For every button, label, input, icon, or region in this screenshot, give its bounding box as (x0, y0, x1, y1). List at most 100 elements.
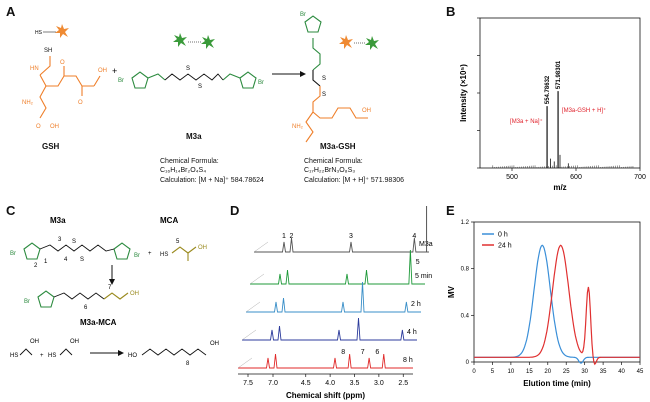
svg-text:SH: SH (44, 48, 52, 54)
m3a-calc: Calculation: [M + Na]⁺ 584.78624 (160, 177, 264, 184)
e-ylabel: MV (447, 285, 456, 298)
d-xlabel: Chemical shift (ppm) (286, 391, 365, 400)
e-y-tick-label: 1.2 (461, 220, 470, 226)
e-x-tick-label: 30 (581, 369, 588, 375)
m3a-name: M3a (186, 132, 202, 141)
d-peak-number-top: 4 (412, 233, 416, 240)
svg-text:2: 2 (34, 263, 38, 269)
green-star-icon-2 (201, 35, 215, 49)
e-y-tick-label: 0.4 (461, 313, 470, 319)
d-trace-label-2: 2 h (411, 301, 421, 308)
svg-text:+: + (40, 353, 44, 359)
svg-text:S: S (186, 66, 190, 72)
svg-text:Br: Br (118, 78, 124, 84)
svg-text:S: S (322, 76, 326, 82)
svg-text:OH: OH (210, 341, 219, 347)
b-peak-label-2: 571.98301 (556, 60, 562, 89)
e-x-tick-label: 25 (563, 369, 570, 375)
e-x-tick-label: 10 (508, 369, 515, 375)
svg-text:Br: Br (134, 253, 140, 259)
svg-text:8: 8 (186, 361, 190, 367)
b-peak-label-1: 554.78632 (545, 75, 551, 104)
e-legend-label-0: 0 h (498, 232, 508, 239)
panel-c-schematic: M3a MCA Br Br S S 2 1 3 4 + HS 5 OH (10, 216, 219, 367)
panel-d-chart: M3a 5 min 2 h 4 h 8 h 1 2 3 4 5 8 7 6 7.5 7.0 4.5 4.0 3.5… (237, 206, 433, 400)
b-annotation-1: [M3a + Na]⁺ (510, 118, 543, 125)
m3a-formula: C₁₆H₁₄Br₂O₄S₄ (160, 167, 207, 174)
m3a-gsh-name: M3a-GSH (320, 142, 356, 151)
b-ylabel: Intensity (×10⁵) (459, 64, 468, 122)
svg-text:O: O (36, 124, 41, 130)
panel-e-letter: E (446, 203, 455, 218)
b-annotation-2: [M3a-GSH + H]⁺ (562, 107, 606, 114)
e-x-tick-label: 45 (637, 369, 644, 375)
e-x-tick-label: 0 (472, 369, 476, 375)
svg-text:OH: OH (130, 291, 139, 297)
b-xlabel: m/z (553, 183, 566, 192)
d-perspective-line (241, 329, 257, 341)
d-trace-2 (246, 281, 421, 313)
panel-c-letter: C (6, 203, 16, 218)
e-y-tick-label: 0.8 (461, 267, 470, 273)
green-star-icon-1 (173, 33, 187, 47)
svg-text:+: + (112, 66, 117, 76)
gsh-structure (39, 56, 101, 119)
svg-text:S: S (72, 239, 76, 245)
svg-text:O: O (60, 60, 65, 66)
svg-text:Br: Br (24, 299, 30, 305)
svg-text:HN: HN (30, 66, 39, 72)
svg-text:OH: OH (98, 68, 107, 74)
d-trace-label-0: M3a (419, 241, 433, 248)
d-x-tick-label: 4.0 (325, 380, 335, 387)
c-mca-name: MCA (160, 216, 178, 225)
svg-text:S: S (80, 257, 84, 263)
d-perspective-line (237, 357, 253, 369)
b-x-tick-label: 700 (634, 174, 646, 181)
e-series-line-1 (474, 244, 640, 366)
e-x-tick-label: 40 (618, 369, 625, 375)
b-plot-frame (479, 17, 641, 169)
d-x-tick-label: 3.0 (374, 380, 384, 387)
d-x-tick-label: 7.0 (268, 380, 278, 387)
d-trace-label-1: 5 min (415, 273, 432, 280)
svg-text:+: + (148, 251, 152, 257)
d-trace-label-4: 8 h (403, 357, 413, 364)
svg-text:O: O (78, 100, 83, 106)
b-x-tick-label: 500 (506, 174, 518, 181)
panel-b-chart: 500 600 700 m/z Intensity (×10⁵) 554.78632 571… (459, 17, 646, 192)
d-trace-4 (238, 353, 413, 369)
m3a-gsh-formula-title: Chemical Formula: (304, 158, 363, 165)
hs-label: HS (35, 30, 43, 36)
e-x-tick-label: 20 (544, 369, 551, 375)
m3a-structure (131, 71, 257, 89)
e-plot-frame (473, 221, 641, 363)
c-m3a-mca-name: M3a-MCA (80, 318, 117, 327)
svg-text:6: 6 (84, 305, 88, 311)
d-perspective-line (253, 241, 269, 253)
svg-text:5: 5 (176, 239, 180, 245)
svg-text:NH₂: NH₂ (22, 100, 34, 106)
d-peak-number-bottom: 8 (341, 349, 345, 356)
d-trace-0 (254, 237, 429, 253)
gsh-name: GSH (42, 142, 60, 151)
m3a-formula-title: Chemical Formula: (160, 158, 219, 165)
d-x-tick-label: 2.5 (398, 380, 408, 387)
svg-text:OH: OH (30, 339, 39, 345)
d-x-tick-label: 7.5 (243, 380, 253, 387)
d-peak-number-bottom: 7 (361, 349, 365, 356)
d-x-tick-label: 3.5 (350, 380, 360, 387)
svg-text:4: 4 (64, 257, 68, 263)
svg-text:OH: OH (362, 108, 371, 114)
m3a-gsh-structure (304, 15, 368, 143)
svg-text:OH: OH (50, 124, 59, 130)
d-x-tick-label: 4.5 (301, 380, 311, 387)
panel-a-letter: A (6, 4, 16, 19)
e-x-tick-label: 5 (491, 369, 495, 375)
svg-text:HS: HS (48, 353, 56, 359)
d-peak-number-top: 2 (290, 233, 294, 240)
d-peak-number-top: 5 (416, 259, 420, 266)
svg-text:S: S (322, 92, 326, 98)
c-m3a-name: M3a (50, 216, 66, 225)
panel-b-letter: B (446, 4, 456, 19)
svg-text:3: 3 (58, 237, 62, 243)
